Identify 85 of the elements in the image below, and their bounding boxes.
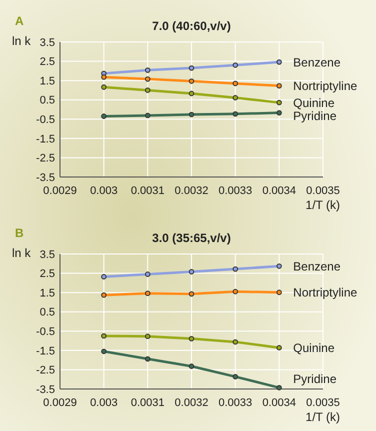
y-tick-label: 3.5 bbox=[40, 36, 55, 49]
x-tick-label: 0.003 bbox=[90, 397, 118, 409]
x-tick-label: 0.0031 bbox=[130, 397, 164, 409]
point bbox=[144, 356, 150, 362]
series-label: Benzene bbox=[293, 259, 341, 274]
point bbox=[188, 112, 194, 118]
series-label: Benzene bbox=[293, 55, 341, 70]
point bbox=[101, 292, 107, 298]
point bbox=[188, 65, 194, 71]
point bbox=[188, 336, 194, 342]
point bbox=[101, 114, 107, 119]
point bbox=[276, 83, 282, 88]
y-tick-label: 0.5 bbox=[40, 306, 55, 319]
x-tick-label: 0.0029 bbox=[43, 397, 77, 409]
point bbox=[188, 291, 194, 297]
x-tick-label: 0.003 bbox=[90, 185, 118, 197]
point bbox=[144, 334, 150, 340]
point bbox=[232, 266, 238, 272]
x-tick-label: 0.0031 bbox=[130, 185, 164, 197]
text: B bbox=[15, 226, 24, 240]
x-tick-label: 0.0035 bbox=[306, 397, 340, 409]
point bbox=[144, 272, 150, 277]
point bbox=[276, 345, 282, 350]
point bbox=[232, 95, 238, 100]
chart-title: 3.0 (35:65,v/v) bbox=[152, 231, 231, 245]
point bbox=[101, 348, 107, 354]
x-tick-label: 0.0034 bbox=[262, 397, 296, 409]
y-tick-label: -1.5 bbox=[36, 345, 55, 358]
point bbox=[232, 374, 238, 380]
point bbox=[232, 80, 238, 86]
x-tick-label: 0.0032 bbox=[174, 397, 208, 409]
x-tick-label: 0.0034 bbox=[262, 185, 296, 197]
y-tick-label: -1.5 bbox=[36, 133, 55, 146]
y-tick-label: -2.5 bbox=[36, 152, 55, 165]
point bbox=[276, 100, 282, 106]
point bbox=[276, 263, 282, 269]
point bbox=[276, 290, 282, 296]
point bbox=[188, 364, 194, 369]
point bbox=[232, 288, 238, 294]
point bbox=[101, 74, 107, 80]
series-label: Nortriptyline bbox=[293, 78, 358, 93]
point bbox=[188, 269, 194, 274]
point bbox=[101, 84, 107, 90]
x-tick-label: 0.0033 bbox=[218, 397, 252, 409]
point bbox=[232, 62, 238, 68]
point bbox=[144, 112, 150, 118]
y-tick-label: -3.5 bbox=[36, 172, 55, 184]
series-label: Pyridine bbox=[293, 108, 337, 123]
y-tick-label: 2.5 bbox=[40, 268, 55, 280]
text: A bbox=[15, 14, 24, 28]
point bbox=[101, 333, 107, 339]
point bbox=[188, 90, 194, 96]
point bbox=[232, 111, 238, 117]
point bbox=[144, 67, 150, 73]
point bbox=[188, 78, 194, 84]
y-axis-title: ln k bbox=[12, 34, 32, 48]
point bbox=[276, 384, 282, 390]
y-axis-title: ln k bbox=[12, 246, 32, 260]
x-tick-label: 0.0032 bbox=[174, 185, 208, 197]
x-tick-label: 0.0029 bbox=[43, 185, 77, 197]
x-tick-label: 0.0035 bbox=[306, 185, 340, 197]
point bbox=[144, 76, 150, 82]
series-label: Pyridine bbox=[293, 372, 337, 386]
x-axis-title: 1/T (k) bbox=[306, 410, 340, 424]
y-tick-label: -0.5 bbox=[36, 114, 55, 126]
y-tick-label: -0.5 bbox=[36, 326, 55, 338]
y-tick-label: 0.5 bbox=[40, 94, 55, 107]
series-label: Nortriptyline bbox=[293, 286, 358, 300]
y-tick-label: -3.5 bbox=[36, 384, 55, 396]
point bbox=[101, 274, 107, 280]
series-label: Quinine bbox=[293, 340, 335, 355]
x-axis-title: 1/T (k) bbox=[306, 198, 340, 212]
series-label: Quinine bbox=[293, 96, 335, 110]
point bbox=[232, 339, 238, 345]
point bbox=[276, 59, 282, 65]
y-tick-label: 1.5 bbox=[40, 75, 55, 88]
y-tick-label: 2.5 bbox=[40, 56, 55, 68]
y-tick-label: 3.5 bbox=[40, 248, 55, 261]
y-tick-label: 1.5 bbox=[40, 287, 55, 300]
y-tick-label: -2.5 bbox=[36, 364, 55, 377]
point bbox=[144, 290, 150, 296]
point bbox=[144, 88, 150, 93]
point bbox=[276, 110, 282, 116]
x-tick-label: 0.0033 bbox=[218, 185, 252, 197]
chart-title: 7.0 (40:60,v/v) bbox=[152, 19, 231, 33]
